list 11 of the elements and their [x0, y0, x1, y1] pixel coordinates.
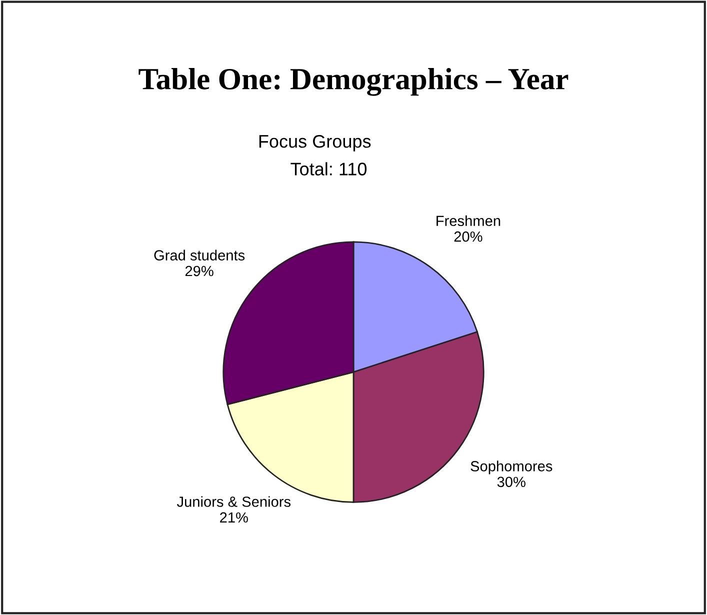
text: Total: 110	[290, 162, 367, 176]
chart-subtitle: Focus Groups	[259, 134, 371, 152]
data-label: 29%	[185, 266, 214, 276]
slice-label: Freshmen	[436, 215, 500, 226]
slice-label: Juniors & Seniors	[176, 496, 291, 507]
slice-label: Grad students	[154, 250, 245, 260]
chart-title: Table One: Demographics – Year	[138, 68, 568, 96]
data-label: 20%	[454, 231, 482, 242]
slice-label: Sophomores	[470, 460, 552, 474]
data-label: 30%	[497, 476, 526, 488]
data-label: 21%	[220, 512, 248, 523]
